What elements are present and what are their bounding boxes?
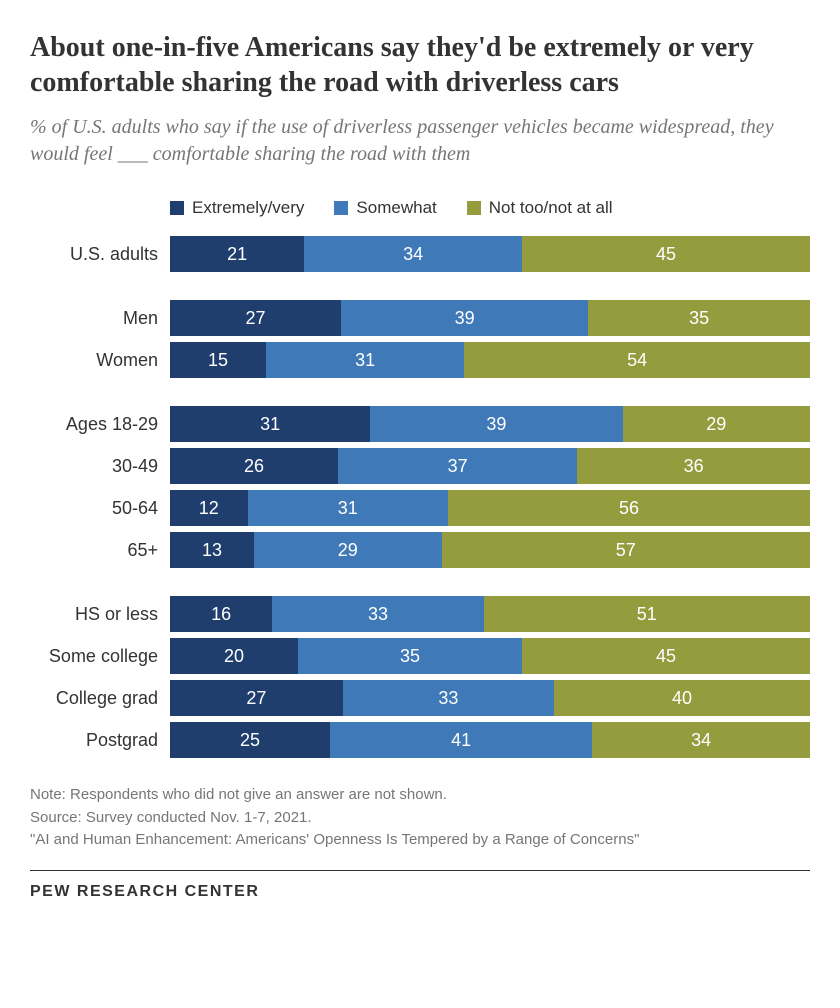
legend-swatch <box>467 201 481 215</box>
chart-row: Women153154 <box>30 342 810 378</box>
bar-segment: 45 <box>522 638 810 674</box>
legend: Extremely/very Somewhat Not too/not at all <box>170 198 810 218</box>
chart-row: 50-64123156 <box>30 490 810 526</box>
chart-notes: Note: Respondents who did not give an an… <box>30 784 810 852</box>
chart-group: Men273935Women153154 <box>30 300 810 378</box>
bar-track: 313929 <box>170 406 810 442</box>
legend-label: Somewhat <box>356 198 436 218</box>
bar-segment: 34 <box>592 722 810 758</box>
note-line: Note: Respondents who did not give an an… <box>30 784 810 807</box>
chart-row: HS or less163351 <box>30 596 810 632</box>
bar-track: 132957 <box>170 532 810 568</box>
bar-track: 254134 <box>170 722 810 758</box>
bar-segment: 13 <box>170 532 254 568</box>
chart-row: Ages 18-29313929 <box>30 406 810 442</box>
bar-segment: 27 <box>170 680 343 716</box>
chart-group: Ages 18-2931392930-4926373650-6412315665… <box>30 406 810 568</box>
bar-segment: 40 <box>554 680 810 716</box>
row-label: Ages 18-29 <box>30 414 170 435</box>
bar-track: 203545 <box>170 638 810 674</box>
bar-segment: 35 <box>298 638 522 674</box>
chart-row: 65+132957 <box>30 532 810 568</box>
chart-area: U.S. adults213445Men273935Women153154Age… <box>30 236 810 758</box>
row-label: College grad <box>30 688 170 709</box>
chart-row: College grad273340 <box>30 680 810 716</box>
bar-segment: 56 <box>448 490 810 526</box>
legend-item: Somewhat <box>334 198 436 218</box>
bar-segment: 33 <box>272 596 483 632</box>
bar-track: 153154 <box>170 342 810 378</box>
bar-track: 273340 <box>170 680 810 716</box>
chart-subtitle: % of U.S. adults who say if the use of d… <box>30 114 810 168</box>
chart-row: 30-49263736 <box>30 448 810 484</box>
legend-label: Not too/not at all <box>489 198 613 218</box>
bar-segment: 57 <box>442 532 810 568</box>
row-label: 30-49 <box>30 456 170 477</box>
footer-divider <box>30 870 810 871</box>
chart-row: Some college203545 <box>30 638 810 674</box>
bar-segment: 31 <box>170 406 370 442</box>
bar-segment: 12 <box>170 490 248 526</box>
bar-segment: 15 <box>170 342 266 378</box>
bar-segment: 41 <box>330 722 592 758</box>
bar-segment: 16 <box>170 596 272 632</box>
bar-track: 123156 <box>170 490 810 526</box>
chart-group: HS or less163351Some college203545Colleg… <box>30 596 810 758</box>
bar-segment: 25 <box>170 722 330 758</box>
bar-track: 163351 <box>170 596 810 632</box>
bar-segment: 33 <box>343 680 554 716</box>
row-label: 50-64 <box>30 498 170 519</box>
bar-segment: 35 <box>588 300 810 336</box>
source-line: Source: Survey conducted Nov. 1-7, 2021. <box>30 807 810 830</box>
bar-segment: 31 <box>248 490 448 526</box>
bar-segment: 39 <box>370 406 622 442</box>
row-label: Men <box>30 308 170 329</box>
row-label: U.S. adults <box>30 244 170 265</box>
legend-label: Extremely/very <box>192 198 304 218</box>
bar-segment: 27 <box>170 300 341 336</box>
legend-swatch <box>170 201 184 215</box>
legend-item: Not too/not at all <box>467 198 613 218</box>
chart-group: U.S. adults213445 <box>30 236 810 272</box>
bar-segment: 26 <box>170 448 338 484</box>
row-label: Postgrad <box>30 730 170 751</box>
chart-row: U.S. adults213445 <box>30 236 810 272</box>
bar-segment: 36 <box>577 448 810 484</box>
row-label: 65+ <box>30 540 170 561</box>
bar-segment: 37 <box>338 448 577 484</box>
bar-segment: 39 <box>341 300 588 336</box>
chart-row: Postgrad254134 <box>30 722 810 758</box>
legend-item: Extremely/very <box>170 198 304 218</box>
bar-track: 263736 <box>170 448 810 484</box>
bar-segment: 34 <box>304 236 522 272</box>
bar-track: 273935 <box>170 300 810 336</box>
bar-segment: 31 <box>266 342 464 378</box>
reference-line: "AI and Human Enhancement: Americans' Op… <box>30 829 810 852</box>
chart-row: Men273935 <box>30 300 810 336</box>
bar-segment: 21 <box>170 236 304 272</box>
chart-title: About one-in-five Americans say they'd b… <box>30 30 810 100</box>
bar-segment: 45 <box>522 236 810 272</box>
bar-segment: 29 <box>623 406 810 442</box>
bar-segment: 29 <box>254 532 441 568</box>
row-label: Women <box>30 350 170 371</box>
bar-segment: 51 <box>484 596 810 632</box>
footer-attribution: PEW RESEARCH CENTER <box>30 883 810 901</box>
row-label: HS or less <box>30 604 170 625</box>
row-label: Some college <box>30 646 170 667</box>
bar-track: 213445 <box>170 236 810 272</box>
bar-segment: 54 <box>464 342 810 378</box>
legend-swatch <box>334 201 348 215</box>
bar-segment: 20 <box>170 638 298 674</box>
